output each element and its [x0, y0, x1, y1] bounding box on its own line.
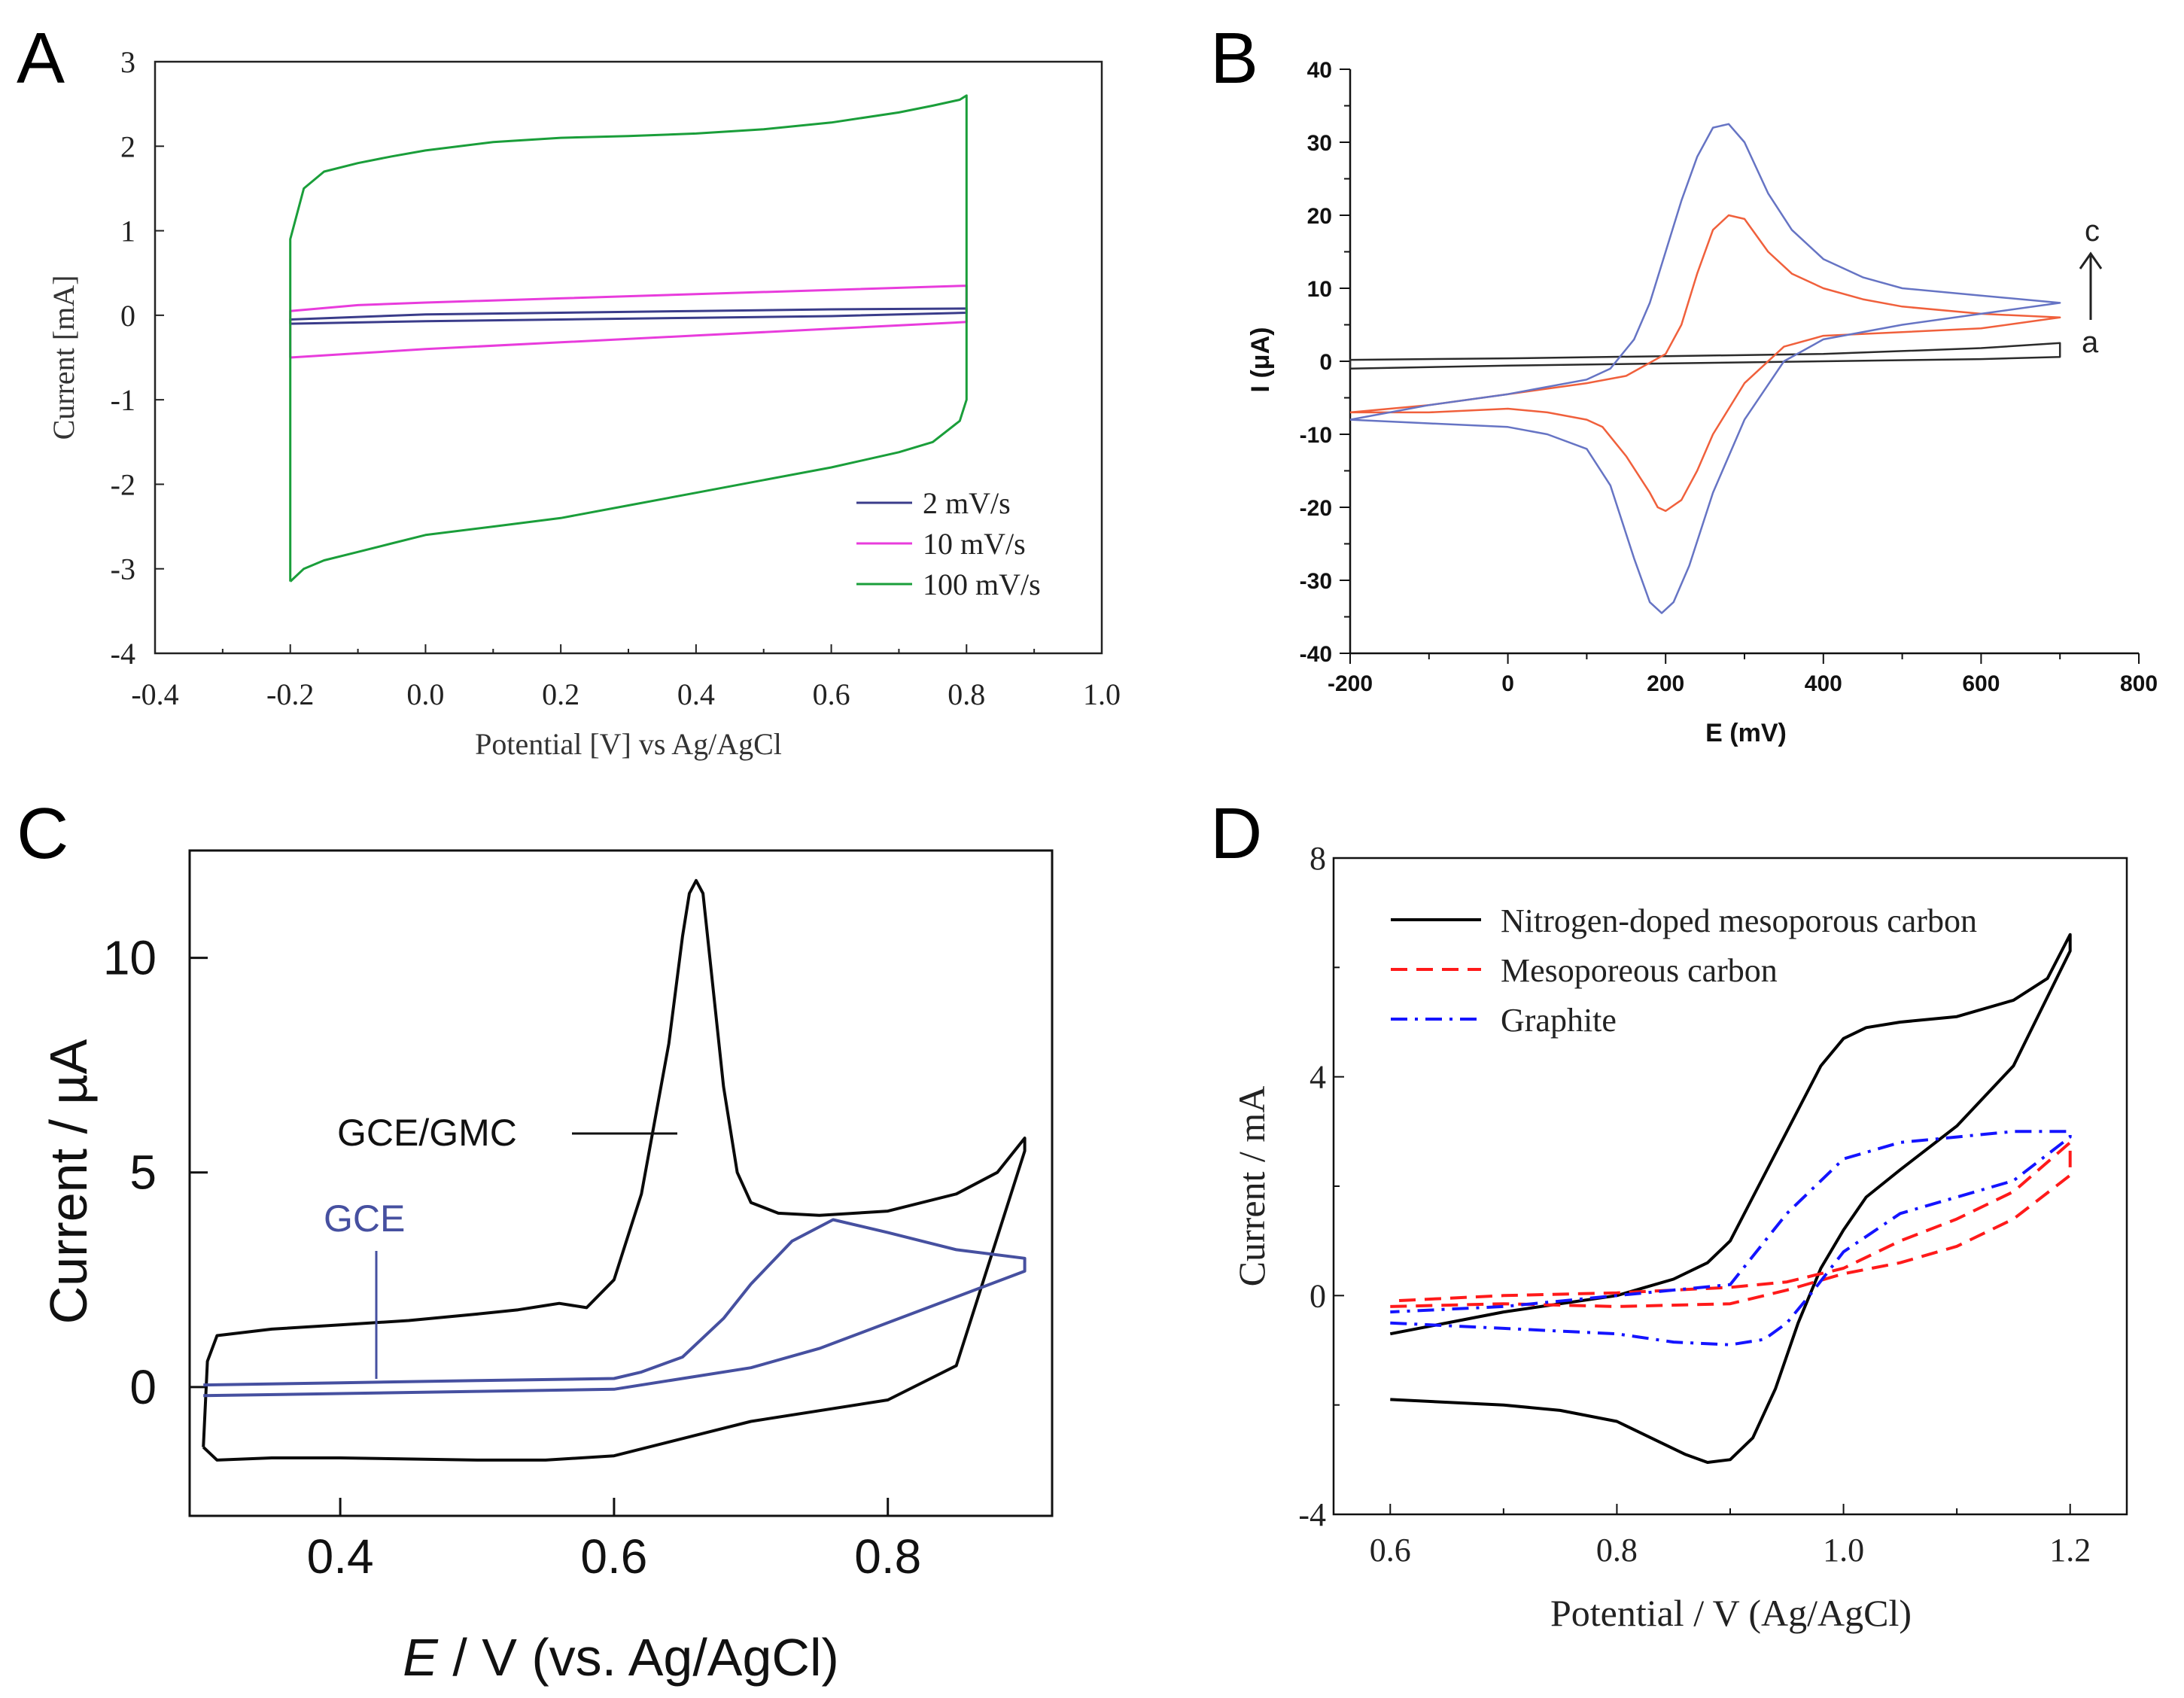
panel-b: B -200 0 200 400 600 800 40 30 20 10 0 -10 -20 -30 -40… [1210, 18, 2158, 747]
panel-b-y-tick-label: 30 [1307, 131, 1332, 156]
panel-a-y-tick-label: -2 [111, 467, 135, 501]
panel-a-x-tick-label: 0.0 [406, 677, 444, 711]
panel-b-series-line-0 [1349, 342, 2061, 370]
panel-d-y-axis-label: Current / mA [1230, 1086, 1273, 1287]
panel-d-legend: Nitrogen-doped mesoporous carbon Mesopore… [1391, 902, 1977, 1039]
panel-a-legend-label: 10 mV/s [923, 527, 1026, 561]
panel-b-x-tick-label: 200 [1647, 671, 1684, 696]
panel-c-label-gmc: GCE/GMC [337, 1112, 517, 1154]
panel-b-y-tick-label: 40 [1307, 58, 1332, 83]
panel-b-ticks: -200 0 200 400 600 800 40 30 20 10 0 -10 -20 -30 -40 [1300, 58, 2158, 696]
panel-a-y-tick-label: -4 [111, 637, 135, 671]
panel-d-legend-label: Nitrogen-doped mesoporous carbon [1501, 902, 1977, 939]
panel-c: C 0.4 0.6 0.8 10 5 0 GCE/GMC GCE E / V (vs. A… [17, 793, 1054, 1687]
panel-a-x-tick-label: 1.0 [1083, 677, 1121, 711]
panel-d-x-tick-label: 0.8 [1596, 1532, 1638, 1569]
panel-a-x-axis-label: Potential [V] vs Ag/AgCl [475, 727, 782, 761]
panel-c-series-line-0 [202, 878, 1027, 1462]
panel-d-y-tick-label: -4 [1298, 1496, 1326, 1533]
panel-b-label: B [1210, 18, 1258, 99]
panel-a-x-tick-label: 0.6 [813, 677, 850, 711]
panel-a-y-tick-label: 1 [120, 215, 135, 248]
panel-d-ticks: 0.6 0.8 1.0 1.2 8 4 0 -4 [1298, 840, 2091, 1569]
panel-a-y-tick-label: -1 [111, 383, 135, 417]
panel-a-y-tick-label: 2 [120, 129, 135, 163]
panel-c-x-tick-label: 0.8 [854, 1529, 921, 1584]
panel-b-x-tick-label: 400 [1805, 671, 1842, 696]
panel-b-x-tick-label: -200 [1328, 671, 1373, 696]
panel-c-y-axis-label: Current / µA [39, 1039, 98, 1324]
panel-a-ticks: -0.4 -0.2 0.0 0.2 0.4 0.6 0.8 1.0 3 2 1 0 -1 -2 -3 -4 [111, 45, 1121, 711]
panel-c-x-axis-label: E / V (vs. Ag/AgCl) [403, 1628, 839, 1687]
panel-a-legend-label: 100 mV/s [923, 568, 1041, 601]
panel-c-y-tick-label: 0 [129, 1360, 157, 1414]
panel-d-y-tick-label: 0 [1309, 1277, 1326, 1314]
panel-c-label: C [17, 793, 68, 874]
panel-d-y-tick-label: 4 [1309, 1059, 1326, 1096]
panel-c-y-tick-label: 5 [129, 1146, 157, 1200]
panel-c-x-tick-label: 0.6 [580, 1529, 647, 1584]
panel-a-y-tick-label: 0 [120, 299, 135, 333]
panel-c-label-gce: GCE [324, 1197, 405, 1240]
panel-b-arrow-head-icon [2079, 251, 2103, 269]
panel-a-y-tick-label: 3 [120, 45, 135, 79]
panel-b-y-tick-label: -30 [1300, 569, 1332, 594]
panel-b-x-tick-label: 600 [1962, 671, 2000, 696]
panel-d-legend-label: Graphite [1501, 1002, 1617, 1039]
panel-b-y-tick-label: 20 [1307, 204, 1332, 229]
panel-a: A -0.4 -0.2 0.0 0.2 0.4 0.6 0.8 1.0 3 2 1 0 -1 -2 -3 -4… [17, 18, 1121, 761]
panel-b-y-tick-label: -20 [1300, 496, 1332, 521]
panel-d-series [1389, 933, 2072, 1464]
panel-d-y-tick-label: 8 [1309, 840, 1326, 877]
panel-d-x-tick-label: 1.0 [1823, 1532, 1864, 1569]
panel-a-x-tick-label: 0.2 [542, 677, 579, 711]
panel-c-plot-frame [188, 849, 1054, 1517]
panel-d-x-tick-label: 0.6 [1370, 1532, 1411, 1569]
panel-c-ticks: 0.4 0.6 0.8 10 5 0 [103, 931, 921, 1584]
panel-b-x-tick-label: 0 [1501, 671, 1514, 696]
panel-c-y-tick-label: 10 [103, 931, 157, 985]
panel-d-label: D [1210, 793, 1262, 874]
panel-c-series [202, 878, 1027, 1462]
panel-a-series [289, 94, 968, 583]
panel-d-series-line-0 [1389, 933, 2072, 1464]
panel-d-series-line-2 [1390, 1130, 2072, 1347]
panel-b-x-axis-label: E (mV) [1705, 719, 1787, 747]
panel-b-y-tick-label: 0 [1319, 350, 1332, 375]
panel-a-legend: 2 mV/s 10 mV/s 100 mV/s [856, 486, 1041, 601]
panel-b-series-line-1 [1349, 214, 2061, 513]
panel-d-series-line-1 [1390, 1140, 2072, 1308]
panel-a-y-tick-label: -3 [111, 552, 135, 586]
panel-d: D 0.6 0.8 1.0 1.2 8 4 0 -4 Nitrogen-doped mesop… [1210, 793, 2128, 1634]
panel-a-x-tick-label: 0.8 [948, 677, 985, 711]
panel-b-series [1349, 123, 2061, 614]
panel-c-series-line-1 [203, 1218, 1027, 1398]
panel-b-y-tick-label: -10 [1300, 423, 1332, 448]
panel-c-x-axis-label-italic: E [403, 1628, 439, 1687]
panel-b-x-tick-label: 800 [2120, 671, 2158, 696]
panel-d-x-axis-label: Potential / V (Ag/AgCl) [1550, 1592, 1912, 1634]
panel-a-series-line-2 [289, 94, 968, 583]
panel-c-x-axis-label-text: / V (vs. Ag/AgCl) [438, 1628, 839, 1687]
panel-b-annotation-c: c [2085, 215, 2100, 248]
panel-d-x-tick-label: 1.2 [2049, 1532, 2091, 1569]
panel-b-y-tick-label: 10 [1307, 277, 1332, 302]
panel-b-annotation-a: a [2082, 326, 2099, 359]
panel-a-x-tick-label: -0.4 [131, 677, 178, 711]
panel-b-series-line-2 [1349, 123, 2061, 614]
panel-d-legend-label: Mesoporeous carbon [1501, 952, 1778, 989]
panel-a-x-tick-label: 0.4 [677, 677, 715, 711]
panel-b-y-axis-label: I (μA) [1246, 327, 1275, 393]
panel-a-y-axis-label: Current [mA] [47, 275, 81, 440]
panel-a-series-line-0 [289, 307, 968, 325]
panel-c-x-tick-label: 0.4 [307, 1529, 374, 1584]
panel-a-legend-label: 2 mV/s [923, 486, 1011, 520]
panel-b-y-tick-label: -40 [1300, 642, 1332, 667]
panel-a-x-tick-label: -0.2 [266, 677, 314, 711]
panel-a-label: A [17, 18, 65, 99]
